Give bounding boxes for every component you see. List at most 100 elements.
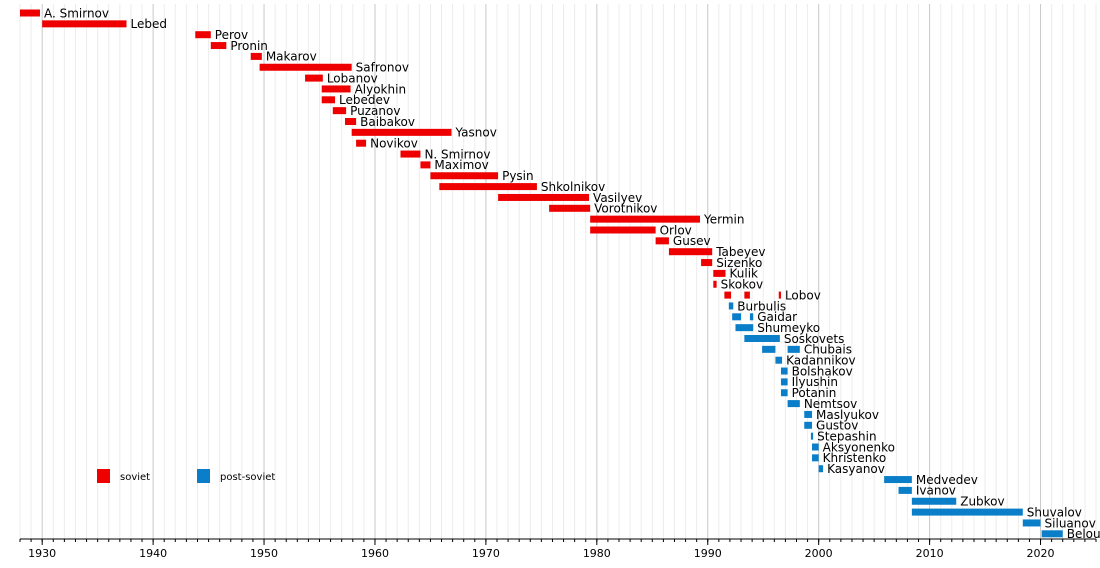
- x-tick-label: 1990: [694, 547, 722, 560]
- term-bar: [195, 31, 211, 39]
- term-bar: [780, 378, 788, 386]
- bar-label: Khristenko: [823, 451, 887, 465]
- bar-label: Burbulis: [737, 299, 786, 313]
- legend-label: post-soviet: [220, 472, 275, 483]
- term-bar: [735, 324, 754, 332]
- bar-label: Gaidar: [757, 310, 797, 324]
- bar-label: Puzanov: [350, 104, 400, 118]
- bar-label: Ilyushin: [792, 375, 838, 389]
- bar-label: Belousov: [1067, 527, 1100, 541]
- term-bar: [439, 183, 537, 191]
- bar-label: Yasnov: [455, 126, 497, 140]
- term-bar: [812, 454, 819, 462]
- x-tick-label: 1970: [472, 547, 500, 560]
- term-bar: [250, 52, 262, 60]
- bar-label: Safronov: [356, 61, 409, 75]
- bar-label: Perov: [215, 28, 248, 42]
- term-bar: [498, 193, 590, 201]
- bar-label: N. Smirnov: [424, 147, 490, 161]
- term-bar: [1022, 519, 1041, 527]
- x-tick-label: 1950: [250, 547, 278, 560]
- bar-label: Lobov: [785, 288, 821, 302]
- term-bar: [884, 476, 912, 484]
- bar-label: Orlov: [660, 223, 692, 237]
- bar-label: Bolshakov: [792, 364, 853, 378]
- x-tick-label: 2020: [1027, 547, 1055, 560]
- bar-label: Skokov: [721, 278, 763, 292]
- x-tick-label: 1980: [583, 547, 611, 560]
- term-bar: [911, 497, 957, 505]
- legend: soviet post-soviet: [97, 469, 275, 483]
- bar-label: Lebed: [130, 17, 166, 31]
- term-bar: [701, 259, 713, 267]
- bar-label: Potanin: [792, 386, 837, 400]
- bar-label: Shuvalov: [1027, 505, 1082, 519]
- term-bar: [818, 465, 824, 473]
- term-bar: [762, 345, 776, 353]
- bar-label: Kulik: [730, 267, 759, 281]
- bar-label: Vasilyev: [593, 191, 642, 205]
- bar-label: Chubais: [804, 343, 852, 357]
- bar-label: A. Smirnov: [44, 6, 109, 20]
- term-bar: [345, 118, 357, 125]
- term-bar: [804, 410, 813, 418]
- term-bar: [812, 443, 819, 451]
- term-bar: [590, 215, 700, 223]
- bar-label: Medvedev: [916, 473, 978, 487]
- term-bar: [42, 20, 127, 28]
- term-bar: [780, 367, 788, 375]
- bar-label: Vorotnikov: [594, 202, 657, 216]
- x-tick-label: 2000: [805, 547, 833, 560]
- bar-label: Pronin: [230, 39, 268, 53]
- term-bar: [728, 302, 734, 310]
- term-bar: [305, 74, 323, 82]
- term-bar: [549, 204, 591, 212]
- legend-swatch: [97, 469, 110, 483]
- term-bar: [744, 335, 780, 342]
- term-bar: [787, 400, 800, 408]
- term-bar: [911, 508, 1023, 516]
- bar-label: Lebedev: [339, 93, 390, 107]
- term-bar: [321, 96, 336, 104]
- term-bar: [713, 280, 717, 288]
- bar-label: Makarov: [266, 50, 317, 64]
- bar-label: Alyokhin: [355, 82, 406, 96]
- bar-label: Baibakov: [360, 115, 415, 129]
- legend-label: soviet: [120, 472, 150, 483]
- bar-label: Nemtsov: [804, 397, 857, 411]
- term-bar: [20, 9, 40, 17]
- bar-label: Novikov: [370, 137, 418, 151]
- bar-label: Kadannikov: [786, 354, 856, 368]
- term-bar: [732, 313, 742, 321]
- bar-label: Lobanov: [327, 71, 378, 85]
- bar-label: Stepashin: [817, 429, 876, 443]
- term-bar: [332, 107, 347, 115]
- bar-label: Soskovets: [784, 332, 845, 346]
- x-tick-label: 1930: [28, 547, 56, 560]
- bar-label: Ivanov: [916, 484, 956, 498]
- term-bar: [590, 226, 656, 234]
- x-tick-label: 1940: [139, 547, 167, 560]
- term-bar: [655, 237, 669, 245]
- term-bar: [775, 356, 783, 364]
- x-tick-label: 1960: [361, 547, 389, 560]
- bar-label: Shumeyko: [757, 321, 820, 335]
- x-axis: 1930 1940 1950 1960 1970 1980 1990 2000 2010 2020: [19, 538, 1097, 560]
- term-bar: [724, 291, 732, 299]
- term-bar: [787, 345, 800, 353]
- term-bar: [356, 139, 367, 147]
- term-bar: [780, 389, 788, 397]
- legend-swatch: [197, 469, 210, 483]
- term-bar: [210, 42, 227, 50]
- bars: [20, 9, 1063, 538]
- bar-label: Shkolnikov: [541, 180, 605, 194]
- term-bar: [351, 128, 452, 136]
- term-bar: [400, 150, 421, 158]
- term-bar: [668, 248, 713, 256]
- bar-label: Gusev: [673, 234, 711, 248]
- bar-label: Maslyukov: [816, 408, 879, 422]
- bar-label: Yermin: [703, 212, 744, 226]
